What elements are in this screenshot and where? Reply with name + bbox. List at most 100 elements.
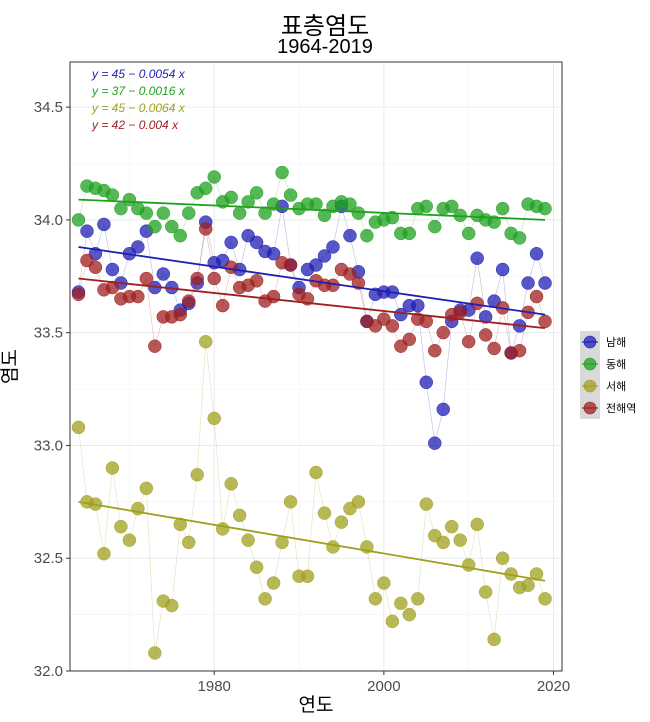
- data-point: [207, 411, 221, 426]
- data-point: [343, 228, 357, 243]
- data-point: [165, 219, 179, 234]
- data-point: [521, 578, 535, 593]
- legend-label: 남해: [606, 335, 626, 349]
- chart-title: 표층염도: [280, 12, 370, 40]
- legend-key-background: [580, 331, 600, 419]
- data-point: [283, 258, 298, 272]
- y-tick-label: 33.5: [34, 325, 63, 342]
- x-tick-label: 2000: [367, 678, 400, 695]
- trend-lines: [78, 198, 546, 582]
- data-point: [411, 592, 425, 606]
- data-point: [258, 206, 272, 220]
- data-point: [487, 215, 501, 229]
- data-point: [487, 632, 501, 647]
- data-point: [215, 298, 230, 313]
- data-point: [529, 246, 544, 261]
- data-point: [122, 533, 137, 547]
- data-point: [173, 517, 188, 532]
- data-point: [461, 226, 476, 241]
- data-point: [241, 533, 255, 547]
- data-point: [512, 231, 527, 245]
- legend-key-point: [583, 335, 597, 349]
- data-point: [156, 267, 171, 281]
- data-point: [538, 201, 552, 216]
- data-point: [249, 274, 264, 288]
- data-point: [368, 592, 383, 606]
- data-point: [97, 217, 111, 232]
- grid: [70, 62, 562, 672]
- data-point: [478, 328, 493, 342]
- x-tick-label: 2020: [537, 678, 570, 695]
- trend-equations: y = 45 − 0.0054 x y = 37 − 0.0016 x y = 45…: [91, 67, 186, 132]
- data-point: [71, 420, 86, 435]
- data-point: [478, 585, 493, 599]
- data-point: [385, 319, 400, 333]
- legend-label: 동해: [606, 357, 626, 371]
- data-point: [495, 201, 510, 216]
- data-point: [190, 468, 204, 482]
- data-point: [224, 235, 238, 250]
- axis-ticks: 32.0 32.5 33.0 33.5 34.0 34.5 1980 2000 2020: [34, 99, 570, 695]
- data-point: [419, 375, 434, 390]
- x-tick-label: 1980: [198, 678, 231, 695]
- data-point: [385, 614, 400, 629]
- data-point: [402, 332, 417, 347]
- data-point: [394, 596, 408, 611]
- data-point: [428, 436, 442, 450]
- data-point: [470, 251, 484, 265]
- data-point: [105, 262, 120, 277]
- data-point: [139, 206, 154, 220]
- data-point: [512, 343, 527, 358]
- data-point: [436, 535, 450, 550]
- trend-line-2: [78, 500, 546, 582]
- data-point: [529, 289, 544, 304]
- data-point: [131, 240, 145, 254]
- data-point: [478, 310, 493, 324]
- data-point: [139, 481, 154, 496]
- data-point: [444, 519, 459, 534]
- legend-key-point: [583, 379, 597, 393]
- data-point: [385, 210, 400, 225]
- data-point: [326, 240, 340, 254]
- data-point: [232, 508, 247, 523]
- y-tick-label: 32.0: [34, 663, 63, 680]
- data-point: [190, 271, 204, 286]
- data-point: [521, 276, 535, 290]
- data-point: [495, 262, 510, 277]
- data-point: [258, 592, 272, 606]
- data-point: [71, 213, 86, 227]
- data-point: [453, 305, 467, 320]
- data-point: [317, 249, 332, 263]
- data-point: [538, 314, 552, 329]
- data-point: [487, 341, 501, 356]
- data-point: [148, 339, 162, 353]
- data-point: [71, 287, 86, 302]
- data-point: [182, 206, 196, 220]
- data-point: [156, 206, 171, 220]
- data-point: [105, 188, 120, 202]
- y-tick-label: 34.5: [34, 99, 63, 116]
- data-point: [317, 208, 332, 223]
- data-point: [436, 402, 450, 417]
- data-point: [97, 546, 111, 561]
- data-point: [266, 246, 281, 261]
- data-point: [249, 560, 264, 574]
- data-point: [283, 495, 298, 509]
- data-point: [495, 551, 510, 565]
- y-tick-label: 34.0: [34, 212, 63, 229]
- data-point: [224, 477, 238, 491]
- data-point: [394, 307, 408, 322]
- trend-line-1: [78, 198, 546, 221]
- data-point: [360, 228, 374, 243]
- series-line-2: [78, 341, 546, 654]
- x-axis-title: 연도: [299, 694, 334, 716]
- legend-label: 서해: [606, 379, 626, 393]
- y-tick-label: 33.0: [34, 437, 63, 454]
- y-axis-title: 염도: [0, 349, 21, 384]
- data-point: [249, 235, 264, 250]
- data-point: [428, 219, 442, 234]
- y-tick-label: 32.5: [34, 550, 63, 567]
- data-point: [224, 190, 238, 205]
- data-point: [309, 197, 323, 211]
- data-point: [419, 497, 434, 511]
